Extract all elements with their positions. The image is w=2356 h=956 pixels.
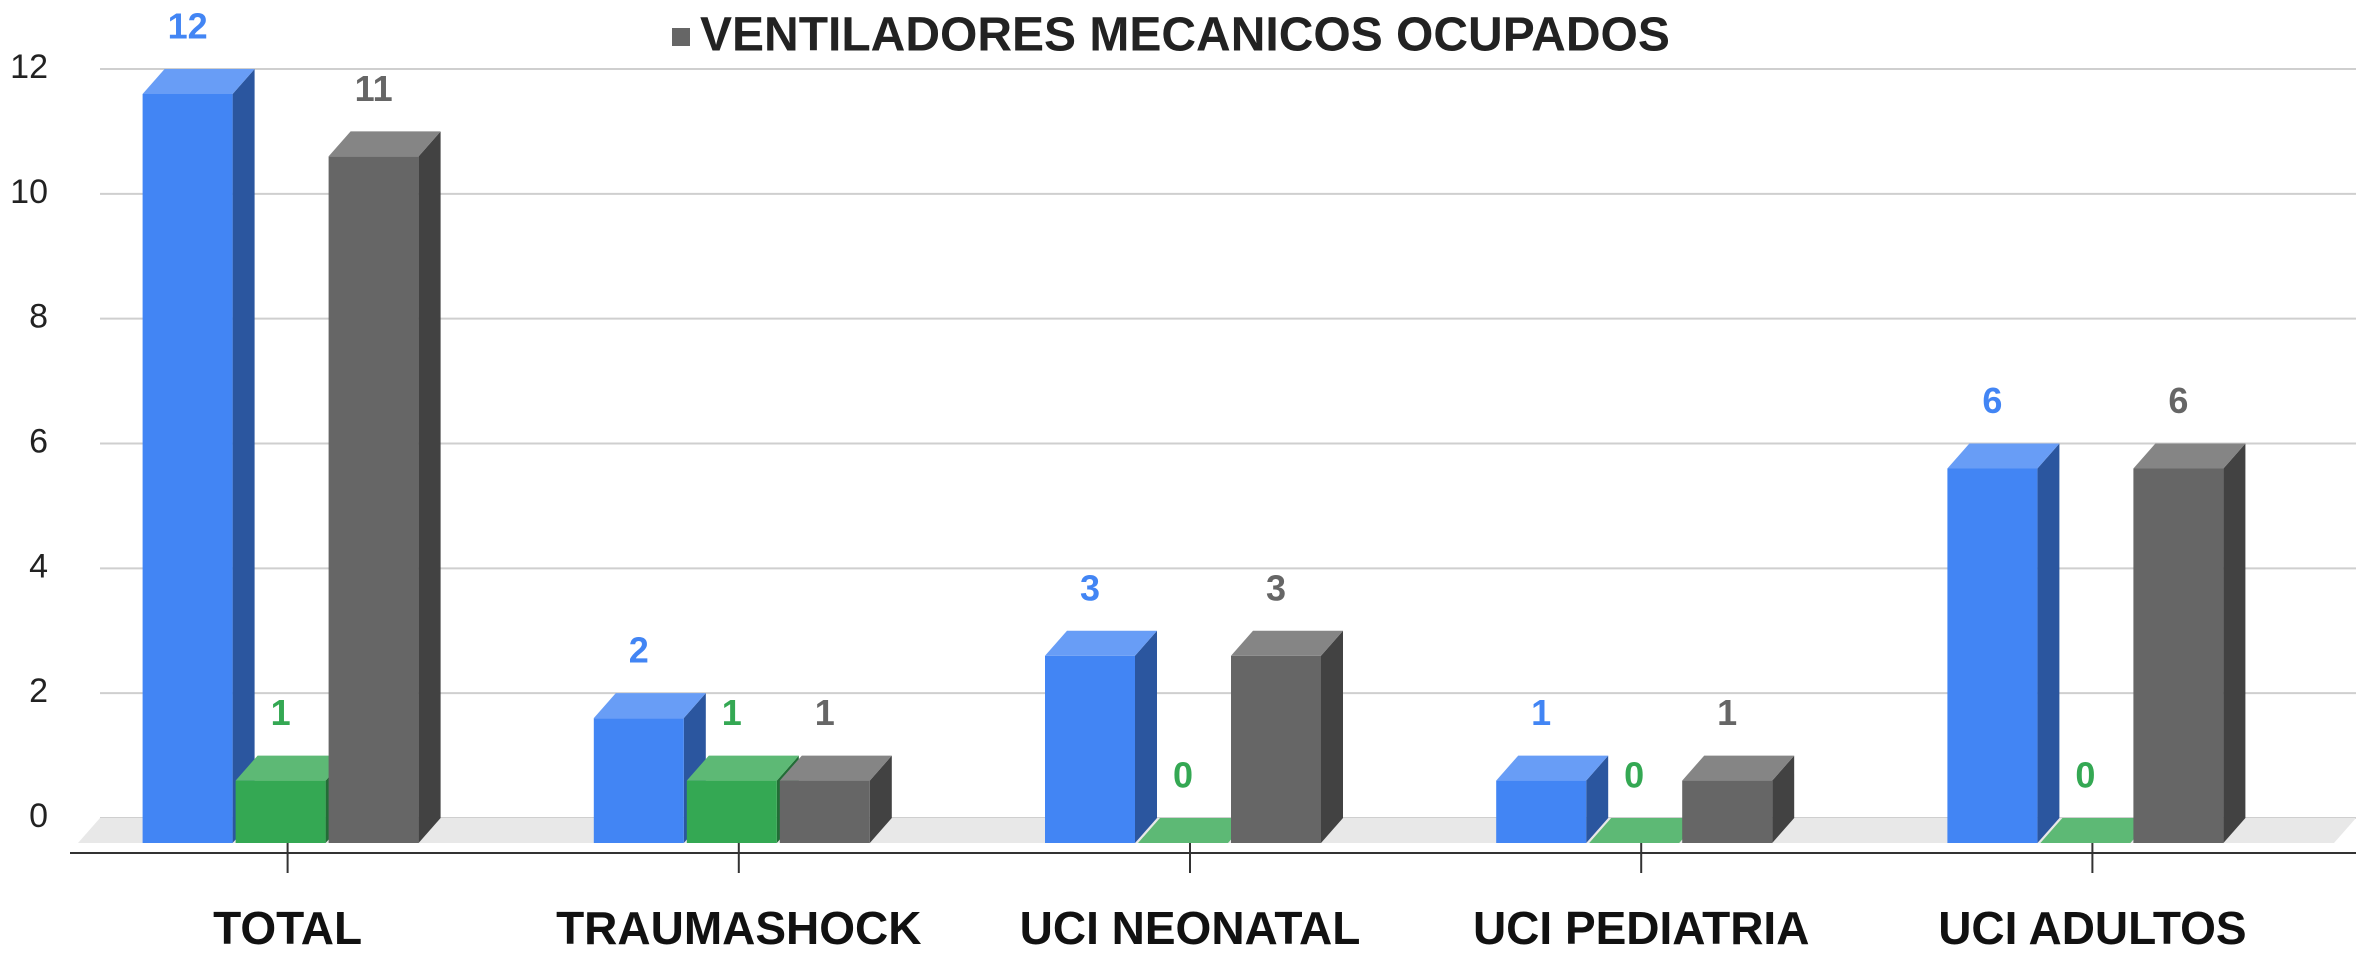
bar-top bbox=[686, 755, 799, 781]
bar-side bbox=[2223, 443, 2246, 843]
data-label: 1 bbox=[722, 692, 742, 733]
x-tick-label: TOTAL bbox=[213, 902, 362, 954]
data-label: 6 bbox=[2168, 380, 2188, 421]
bar bbox=[1496, 780, 1587, 843]
bar bbox=[593, 718, 684, 843]
bar-top bbox=[2133, 443, 2246, 469]
bar bbox=[779, 780, 870, 843]
bar-top bbox=[1496, 755, 1609, 781]
y-tick-label: 0 bbox=[29, 797, 48, 835]
y-tick-label: 8 bbox=[29, 298, 48, 336]
data-label: 12 bbox=[168, 6, 208, 47]
bar-side bbox=[2037, 443, 2060, 843]
bar bbox=[686, 780, 777, 843]
y-tick-label: 12 bbox=[10, 48, 48, 86]
data-label: 0 bbox=[1173, 755, 1193, 796]
data-label: 3 bbox=[1266, 567, 1286, 608]
bar-top bbox=[142, 69, 255, 94]
bar-side bbox=[1586, 755, 1609, 843]
bar-top bbox=[1682, 755, 1795, 781]
bar-side bbox=[1135, 630, 1157, 843]
data-label: 1 bbox=[271, 692, 291, 733]
bar bbox=[328, 156, 419, 843]
bar-top bbox=[593, 693, 706, 719]
bar-top bbox=[1045, 630, 1157, 656]
bar-side bbox=[418, 131, 441, 843]
data-label: 1 bbox=[815, 692, 835, 733]
data-label: 0 bbox=[1624, 755, 1644, 796]
bar-top bbox=[779, 755, 892, 781]
x-tick-label: UCI NEONATAL bbox=[1020, 902, 1361, 954]
bar bbox=[1045, 655, 1135, 843]
bar-side bbox=[232, 69, 255, 843]
bar bbox=[1947, 468, 2038, 843]
bar-top bbox=[235, 755, 348, 781]
y-tick-label: 2 bbox=[29, 672, 48, 710]
data-label: 1 bbox=[1531, 692, 1551, 733]
data-label: 3 bbox=[1080, 567, 1100, 608]
bar bbox=[1682, 780, 1773, 843]
data-label: 1 bbox=[1717, 692, 1737, 733]
bar bbox=[2133, 468, 2224, 843]
bar-top bbox=[1231, 630, 1343, 656]
bar-top bbox=[1589, 818, 1702, 843]
bar-top bbox=[1138, 818, 1250, 843]
data-label: 2 bbox=[629, 630, 649, 671]
data-label: 11 bbox=[355, 68, 393, 109]
bar bbox=[142, 94, 233, 843]
bar bbox=[1231, 655, 1321, 843]
x-tick-label: UCI ADULTOS bbox=[1938, 902, 2246, 954]
bar-top bbox=[1947, 443, 2060, 469]
x-tick-label: TRAUMASHOCK bbox=[556, 902, 921, 954]
y-tick-label: 4 bbox=[29, 547, 48, 585]
bar-side bbox=[1772, 755, 1795, 843]
y-tick-label: 10 bbox=[10, 173, 48, 211]
bar-top bbox=[2040, 818, 2153, 843]
bar-side bbox=[869, 755, 892, 843]
x-tick-label: UCI PEDIATRIA bbox=[1473, 902, 1810, 954]
data-label: 6 bbox=[1982, 380, 2002, 421]
bar-top bbox=[328, 131, 441, 157]
data-label: 0 bbox=[2075, 755, 2095, 796]
bar-side bbox=[1321, 630, 1343, 843]
legend-swatch bbox=[672, 28, 690, 46]
bar bbox=[235, 780, 326, 843]
y-tick-label: 6 bbox=[29, 422, 48, 460]
legend-label: VENTILADORES MECANICOS OCUPADOS bbox=[700, 9, 1670, 62]
